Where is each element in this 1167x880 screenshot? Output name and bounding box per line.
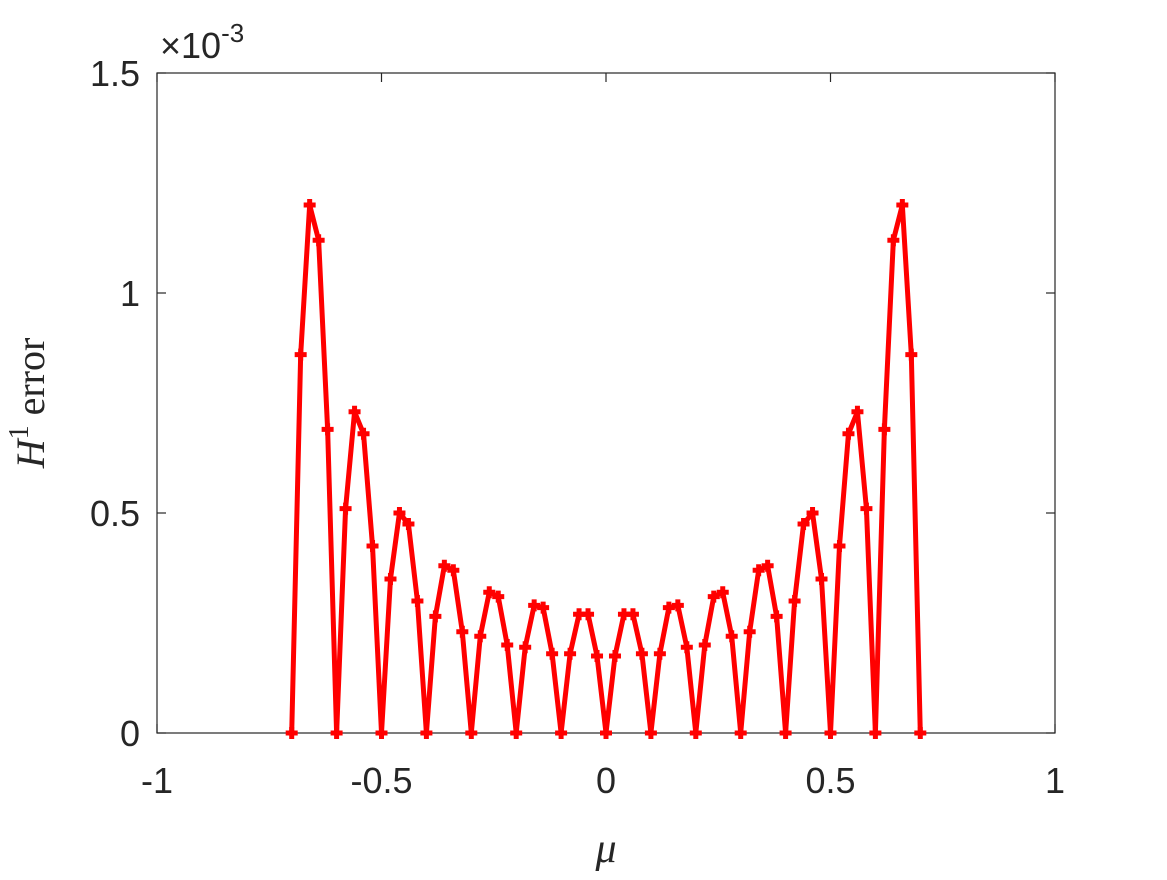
data-marker [734, 727, 747, 739]
y-label-sup: 1 [4, 425, 35, 439]
y-label-rest: error [8, 338, 53, 416]
data-marker [402, 518, 415, 530]
data-marker [860, 502, 873, 515]
data-marker [806, 507, 819, 519]
data-marker [644, 727, 657, 739]
y-tick-label: 1 [120, 273, 140, 314]
y-tick-label: 0.5 [90, 493, 140, 534]
data-marker [815, 573, 828, 585]
data-marker [366, 540, 379, 552]
data-marker [411, 595, 424, 607]
multiplier-exponent: -3 [221, 18, 244, 48]
data-marker [743, 625, 756, 638]
plot-box [156, 72, 1056, 734]
data-marker [842, 427, 855, 440]
x-tick-label: -1 [141, 760, 173, 801]
x-tick-label: 0.5 [805, 760, 855, 801]
data-marker [519, 641, 532, 654]
data-marker [474, 630, 487, 643]
data-marker [878, 423, 891, 436]
data-marker [348, 405, 361, 418]
data-marker [456, 625, 469, 638]
data-marker [438, 559, 451, 572]
data-marker [285, 727, 298, 739]
data-marker [447, 564, 460, 577]
data-marker [698, 639, 711, 651]
data-marker [716, 586, 729, 599]
data-marker [393, 507, 406, 519]
data-marker [546, 647, 559, 660]
data-marker [384, 573, 397, 585]
data-marker [779, 727, 792, 739]
data-marker [492, 590, 505, 603]
x-tick-label: -0.5 [350, 760, 412, 801]
data-marker [330, 727, 343, 739]
multiplier-base: ×10 [160, 25, 221, 66]
data-marker [510, 727, 523, 739]
y-tick-label: 0 [120, 713, 140, 754]
data-marker [671, 599, 684, 612]
data-marker [653, 647, 666, 660]
y-multiplier: ×10-3 [160, 18, 244, 66]
data-marker [626, 608, 639, 621]
y-axis-label: H1 error [4, 338, 53, 470]
data-marker [896, 199, 909, 211]
data-marker [357, 427, 370, 440]
data-marker [591, 650, 604, 662]
data-marker [339, 502, 352, 515]
data-marker [689, 727, 702, 739]
data-marker [312, 234, 325, 247]
data-marker [483, 586, 496, 599]
data-marker [600, 727, 612, 739]
data-marker [833, 540, 846, 552]
data-marker [303, 199, 316, 211]
y-tick-label: 1.5 [90, 53, 140, 94]
data-marker [582, 608, 595, 621]
data-marker [608, 650, 621, 662]
y-label-base: H [8, 437, 53, 469]
data-marker [707, 590, 720, 603]
data-marker [420, 727, 433, 739]
data-marker [914, 727, 927, 739]
data-marker [824, 727, 837, 739]
data-marker [321, 423, 334, 436]
data-marker [375, 727, 388, 739]
data-marker [680, 641, 693, 654]
x-tick-label: 1 [1045, 760, 1065, 801]
data-marker [555, 727, 568, 739]
data-marker [501, 639, 514, 651]
data-marker [635, 647, 648, 660]
data-marker [294, 348, 307, 361]
data-marker [887, 234, 900, 247]
data-marker [788, 595, 801, 607]
data-marker [797, 518, 810, 530]
data-marker [725, 630, 738, 643]
data-marker [851, 405, 864, 418]
data-marker [465, 727, 478, 739]
data-marker [869, 727, 882, 739]
data-marker [752, 564, 765, 577]
data-marker [429, 610, 442, 623]
data-marker [905, 348, 918, 361]
data-marker [537, 601, 550, 614]
data-marker [761, 559, 774, 572]
data-marker [770, 610, 783, 623]
x-axis-label: μ [594, 826, 616, 872]
data-marker [564, 647, 577, 660]
x-tick-label: 0 [596, 760, 616, 801]
